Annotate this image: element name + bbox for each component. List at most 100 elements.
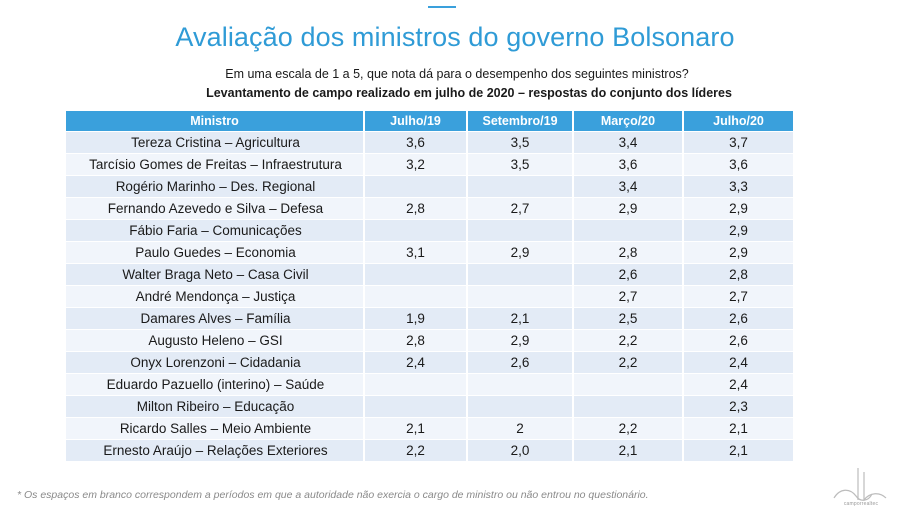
score-cell bbox=[573, 372, 684, 395]
company-logo-icon bbox=[833, 468, 887, 501]
score-cell: 2,1 bbox=[573, 438, 684, 461]
score-cell: 2,8 bbox=[364, 328, 468, 351]
score-cell: 2,9 bbox=[467, 240, 574, 263]
score-cell: 2 bbox=[467, 416, 574, 439]
score-cell bbox=[364, 262, 468, 285]
table-row: Ernesto Araújo – Relações Exteriores 2,2 2… bbox=[66, 438, 793, 461]
table-row: Eduardo Pazuello (interino) – Saúde 2,4 bbox=[66, 372, 793, 395]
score-cell: 2,4 bbox=[683, 350, 793, 373]
page-title: Avaliação dos ministros do governo Bolso… bbox=[175, 22, 735, 52]
table-row: Rogério Marinho – Des. Regional 3,4 3,3 bbox=[66, 174, 793, 197]
score-cell bbox=[467, 262, 574, 285]
minister-name-cell: Rogério Marinho – Des. Regional bbox=[66, 174, 365, 197]
score-cell: 2,7 bbox=[573, 284, 684, 307]
score-cell: 2,2 bbox=[364, 438, 468, 461]
column-header-ministro: Ministro bbox=[66, 111, 365, 131]
score-cell bbox=[364, 284, 468, 307]
score-cell: 3,5 bbox=[467, 130, 574, 153]
score-cell: 2,8 bbox=[573, 240, 684, 263]
score-cell: 3,4 bbox=[573, 174, 684, 197]
score-cell: 2,0 bbox=[467, 438, 574, 461]
table-row: Walter Braga Neto – Casa Civil 2,6 2,8 bbox=[66, 262, 793, 285]
table-row: Fábio Faria – Comunicações 2,9 bbox=[66, 218, 793, 241]
score-cell: 3,2 bbox=[364, 152, 468, 175]
score-cell: 2,7 bbox=[467, 196, 574, 219]
minister-name-cell: Fábio Faria – Comunicações bbox=[66, 218, 365, 241]
score-cell: 2,6 bbox=[467, 350, 574, 373]
score-cell: 2,6 bbox=[683, 306, 793, 329]
score-cell bbox=[573, 218, 684, 241]
minister-name-cell: Ernesto Araújo – Relações Exteriores bbox=[66, 438, 365, 461]
minister-name-cell: Onyx Lorenzoni – Cidadania bbox=[66, 350, 365, 373]
table-row: Onyx Lorenzoni – Cidadania 2,4 2,6 2,2 2,4 bbox=[66, 350, 793, 373]
minister-name-cell: André Mendonça – Justiça bbox=[66, 284, 365, 307]
score-cell: 3,6 bbox=[573, 152, 684, 175]
table-row: Paulo Guedes – Economia 3,1 2,9 2,8 2,9 bbox=[66, 240, 793, 263]
score-cell: 2,6 bbox=[573, 262, 684, 285]
logo-text: camporrealtec bbox=[843, 501, 879, 507]
score-cell: 2,9 bbox=[683, 218, 793, 241]
score-cell: 3,5 bbox=[467, 152, 574, 175]
score-cell: 2,9 bbox=[573, 196, 684, 219]
score-cell: 2,6 bbox=[683, 328, 793, 351]
table-header-row: Ministro Julho/19 Setembro/19 Março/20 J… bbox=[66, 111, 793, 131]
score-cell bbox=[573, 394, 684, 417]
score-cell bbox=[467, 372, 574, 395]
minister-name-cell: Damares Alves – Família bbox=[66, 306, 365, 329]
score-cell: 3,6 bbox=[683, 152, 793, 175]
score-cell: 2,1 bbox=[683, 438, 793, 461]
table-row: Tarcísio Gomes de Freitas – Infraestrutu… bbox=[66, 152, 793, 175]
table-row: Tereza Cristina – Agricultura 3,6 3,5 3,4 3,… bbox=[66, 130, 793, 153]
footnote: * Os espaços em branco correspondem a pe… bbox=[17, 489, 649, 501]
score-cell: 3,3 bbox=[683, 174, 793, 197]
score-cell: 2,9 bbox=[467, 328, 574, 351]
score-cell: 2,2 bbox=[573, 416, 684, 439]
minister-name-cell: Eduardo Pazuello (interino) – Saúde bbox=[66, 372, 365, 395]
minister-name-cell: Augusto Heleno – GSI bbox=[66, 328, 365, 351]
score-cell bbox=[467, 218, 574, 241]
minister-name-cell: Ricardo Salles – Meio Ambiente bbox=[66, 416, 365, 439]
minister-name-cell: Walter Braga Neto – Casa Civil bbox=[66, 262, 365, 285]
score-cell: 2,1 bbox=[467, 306, 574, 329]
ministers-table: Ministro Julho/19 Setembro/19 Março/20 J… bbox=[66, 111, 793, 461]
minister-name-cell: Tarcísio Gomes de Freitas – Infraestrutu… bbox=[66, 152, 365, 175]
score-cell bbox=[364, 394, 468, 417]
column-header-julho-19: Julho/19 bbox=[364, 111, 468, 131]
survey-subtitle: Levantamento de campo realizado em julho… bbox=[206, 86, 732, 100]
score-cell bbox=[467, 284, 574, 307]
score-cell: 2,8 bbox=[364, 196, 468, 219]
score-cell: 2,2 bbox=[573, 328, 684, 351]
table-row: André Mendonça – Justiça 2,7 2,7 bbox=[66, 284, 793, 307]
table-row: Ricardo Salles – Meio Ambiente 2,1 2 2,2 2,1 bbox=[66, 416, 793, 439]
table-body: Tereza Cristina – Agricultura 3,6 3,5 3,4 3,… bbox=[66, 130, 793, 461]
minister-name-cell: Paulo Guedes – Economia bbox=[66, 240, 365, 263]
minister-name-cell: Fernando Azevedo e Silva – Defesa bbox=[66, 196, 365, 219]
table-row: Augusto Heleno – GSI 2,8 2,9 2,2 2,6 bbox=[66, 328, 793, 351]
table-row: Fernando Azevedo e Silva – Defesa 2,8 2,7 2… bbox=[66, 196, 793, 219]
question-subtitle: Em uma escala de 1 a 5, que nota dá para… bbox=[225, 67, 689, 81]
score-cell bbox=[467, 174, 574, 197]
score-cell: 2,1 bbox=[364, 416, 468, 439]
table-row: Milton Ribeiro – Educação 2,3 bbox=[66, 394, 793, 417]
score-cell: 2,9 bbox=[683, 196, 793, 219]
score-cell: 2,2 bbox=[573, 350, 684, 373]
score-cell bbox=[467, 394, 574, 417]
score-cell bbox=[364, 372, 468, 395]
score-cell: 2,1 bbox=[683, 416, 793, 439]
score-cell: 3,4 bbox=[573, 130, 684, 153]
top-accent-line bbox=[428, 6, 456, 8]
score-cell bbox=[364, 218, 468, 241]
score-cell: 3,1 bbox=[364, 240, 468, 263]
score-cell bbox=[364, 174, 468, 197]
score-cell: 3,7 bbox=[683, 130, 793, 153]
minister-name-cell: Tereza Cristina – Agricultura bbox=[66, 130, 365, 153]
score-cell: 1,9 bbox=[364, 306, 468, 329]
score-cell: 2,4 bbox=[364, 350, 468, 373]
score-cell: 2,7 bbox=[683, 284, 793, 307]
score-cell: 2,4 bbox=[683, 372, 793, 395]
minister-name-cell: Milton Ribeiro – Educação bbox=[66, 394, 365, 417]
score-cell: 2,3 bbox=[683, 394, 793, 417]
score-cell: 2,9 bbox=[683, 240, 793, 263]
score-cell: 3,6 bbox=[364, 130, 468, 153]
score-cell: 2,8 bbox=[683, 262, 793, 285]
